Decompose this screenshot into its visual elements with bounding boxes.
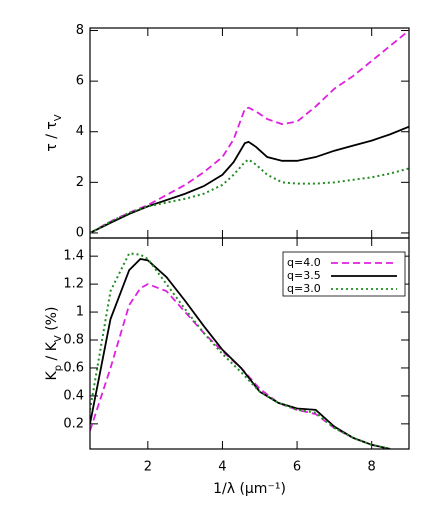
y-tick-label: 1 [76, 305, 84, 320]
y-axis-label: τ / τV [44, 114, 64, 151]
plot-frame [89, 237, 410, 450]
y-tick-label: 1.4 [63, 249, 84, 264]
line-series [90, 158, 409, 234]
y-axis-label-part: p [53, 365, 64, 371]
legend-label: q=4.0 [287, 256, 321, 269]
y-axis-label-part: / K [44, 341, 60, 365]
x-tick-label: 8 [368, 460, 376, 475]
y-tick-label: 0.6 [63, 360, 84, 375]
y-tick-label: 0.8 [63, 333, 84, 348]
plot-area [90, 29, 409, 234]
y-tick-label: 6 [76, 74, 84, 89]
legend-label: q=3.5 [287, 269, 321, 282]
legend-label: q=3.0 [287, 282, 321, 295]
y-tick-label: 0.4 [63, 388, 84, 403]
y-axis-label-part: τ / τ [44, 121, 60, 151]
y-axis-label-part: V [53, 335, 64, 342]
y-tick-label: 2 [76, 175, 84, 190]
y-axis-label-part: V [53, 114, 64, 121]
y-axis-label-part: K [44, 370, 60, 380]
x-tick-label: 2 [144, 460, 152, 475]
plot-area [90, 252, 391, 449]
y-tick-label: 8 [76, 23, 84, 38]
y-tick-label: 0 [76, 225, 84, 240]
y-axis-label: Kp / KV (%) [44, 307, 64, 381]
line-series [90, 257, 391, 449]
line-series [90, 252, 391, 449]
plot-frame [89, 27, 410, 239]
legend-box [282, 251, 406, 297]
line-series [90, 125, 409, 234]
x-tick-label: 6 [293, 460, 301, 475]
y-tick-label: 0.2 [63, 416, 84, 431]
x-tick-label: 4 [218, 460, 226, 475]
y-tick-label: 1.2 [63, 277, 84, 292]
y-axis-label-part: (%) [44, 307, 60, 336]
line-series [90, 29, 409, 234]
x-axis-label: 1/λ (μm⁻¹) [213, 481, 286, 497]
y-tick-label: 4 [76, 124, 84, 139]
